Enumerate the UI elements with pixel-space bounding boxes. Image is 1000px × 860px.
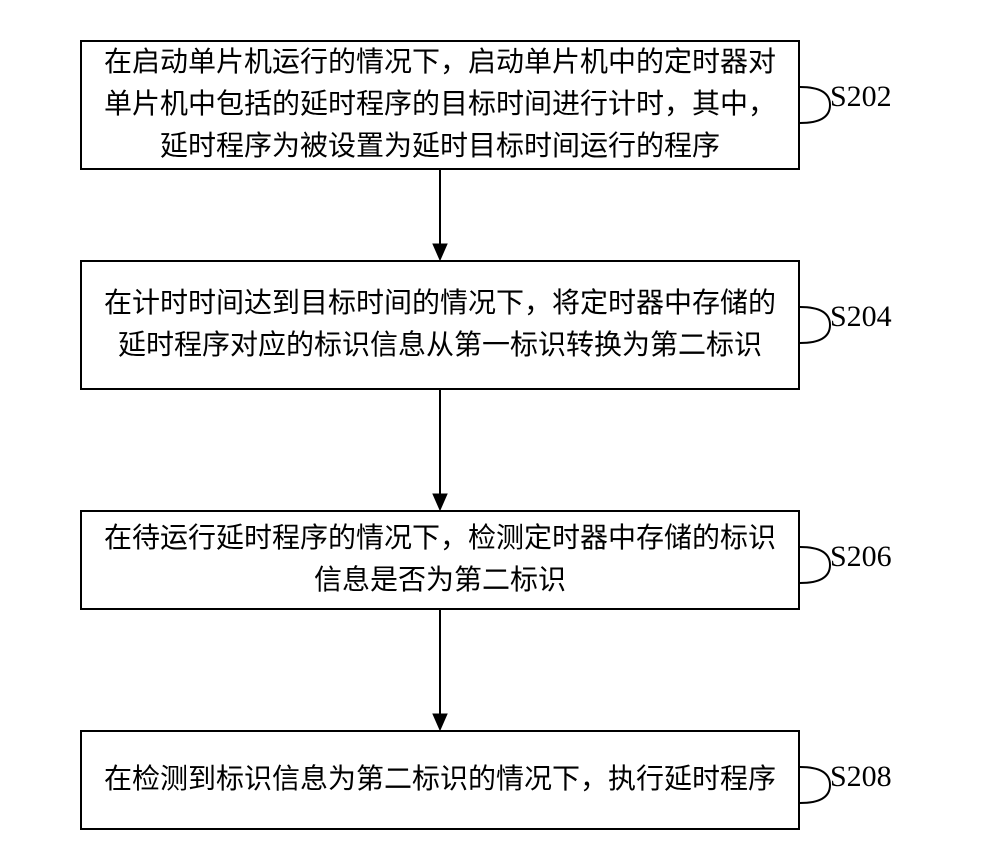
flow-arrow	[40, 20, 960, 860]
